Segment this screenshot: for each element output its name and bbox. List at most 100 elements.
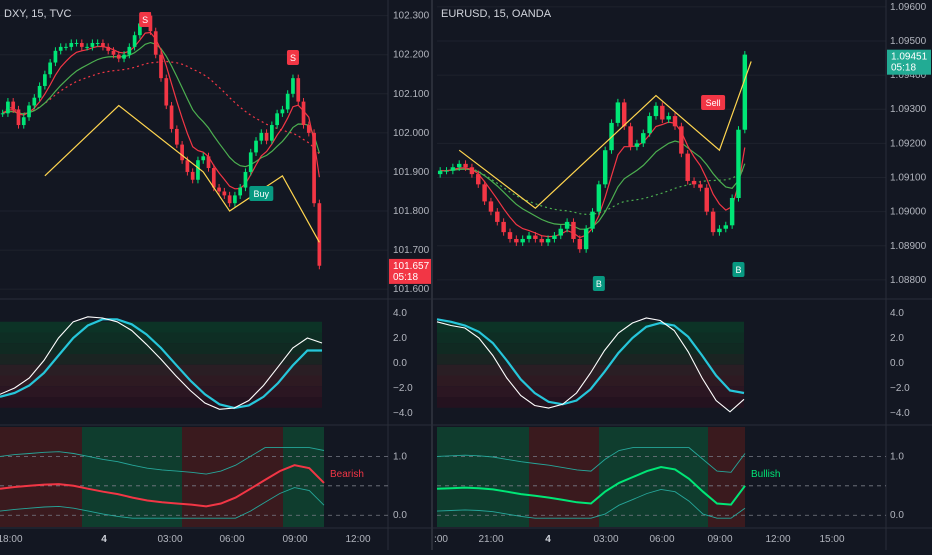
candle[interactable] [469, 163, 475, 178]
candle[interactable] [0, 109, 5, 117]
candle[interactable] [101, 39, 105, 51]
candle[interactable] [111, 47, 116, 59]
candle[interactable] [11, 98, 16, 113]
candle[interactable] [227, 191, 232, 207]
candle[interactable] [58, 43, 63, 55]
candle[interactable] [243, 168, 248, 192]
candle[interactable] [679, 122, 684, 158]
candle[interactable] [180, 141, 184, 164]
candle[interactable] [590, 208, 595, 233]
right-chart[interactable]: Sell B B 1.09600 1.09500 1.09400 1.09300 1.0920… [434, 0, 932, 550]
candle[interactable] [238, 184, 243, 199]
candle[interactable] [254, 137, 258, 156]
candle[interactable] [660, 102, 665, 124]
candle[interactable] [116, 51, 121, 63]
candle[interactable] [476, 170, 481, 188]
candle[interactable] [190, 168, 195, 184]
candle[interactable] [43, 70, 47, 90]
candle[interactable] [69, 39, 74, 51]
candle[interactable] [90, 39, 95, 51]
candle[interactable] [698, 180, 703, 192]
candle[interactable] [634, 139, 640, 151]
candle[interactable] [85, 43, 89, 51]
candle[interactable] [37, 82, 42, 102]
candle[interactable] [437, 167, 443, 178]
candle[interactable] [641, 129, 646, 147]
candle[interactable] [153, 27, 158, 59]
candle[interactable] [704, 184, 709, 216]
candle[interactable] [571, 218, 576, 243]
candle[interactable] [159, 51, 163, 82]
candle[interactable] [174, 125, 179, 149]
candle[interactable] [6, 98, 10, 117]
candle[interactable] [577, 235, 583, 253]
candle[interactable] [723, 221, 729, 233]
candle[interactable] [564, 218, 570, 233]
candle[interactable] [275, 109, 279, 129]
candle[interactable] [552, 231, 557, 243]
candle[interactable] [296, 74, 301, 106]
candle[interactable] [488, 197, 494, 216]
candle[interactable] [106, 43, 111, 55]
candle[interactable] [507, 228, 513, 243]
candle[interactable] [736, 126, 741, 202]
candle[interactable] [672, 112, 678, 130]
candle[interactable] [463, 160, 468, 171]
candle[interactable] [596, 180, 602, 216]
candle[interactable] [691, 177, 697, 188]
candle[interactable] [710, 208, 716, 236]
candle[interactable] [615, 98, 621, 127]
candle[interactable] [201, 152, 206, 164]
candle[interactable] [647, 112, 652, 137]
candle[interactable] [264, 129, 269, 145]
candle[interactable] [122, 51, 126, 63]
candle[interactable] [306, 121, 311, 137]
candle[interactable] [653, 102, 659, 120]
candle[interactable] [196, 156, 200, 184]
candle[interactable] [27, 101, 31, 121]
candle[interactable] [450, 163, 456, 175]
candle[interactable] [21, 113, 26, 129]
candle[interactable] [495, 208, 500, 226]
candle[interactable] [74, 39, 79, 47]
candle[interactable] [317, 199, 322, 270]
candle[interactable] [520, 235, 525, 246]
candle[interactable] [233, 191, 237, 207]
candle[interactable] [482, 180, 487, 205]
candle[interactable] [16, 105, 21, 129]
candle[interactable] [95, 39, 100, 47]
candle[interactable] [729, 194, 735, 229]
candle[interactable] [533, 231, 538, 243]
candle[interactable] [48, 58, 52, 78]
candle[interactable] [742, 51, 748, 134]
candle[interactable] [666, 112, 671, 124]
candle[interactable] [685, 150, 690, 185]
candle[interactable] [602, 146, 608, 188]
candle[interactable] [583, 225, 589, 253]
candle[interactable] [164, 74, 169, 110]
candle[interactable] [558, 225, 563, 240]
candle[interactable] [127, 43, 132, 59]
candle[interactable] [132, 31, 137, 51]
candle[interactable] [64, 43, 68, 51]
candle[interactable] [206, 152, 211, 172]
candle[interactable] [259, 129, 264, 145]
candle[interactable] [285, 90, 290, 113]
candle[interactable] [312, 129, 316, 207]
candle[interactable] [53, 47, 58, 67]
candle[interactable] [501, 218, 506, 236]
candle[interactable] [217, 184, 221, 196]
candle[interactable] [291, 74, 295, 98]
candle[interactable] [539, 235, 544, 246]
candle[interactable] [169, 101, 174, 133]
candle[interactable] [444, 167, 449, 175]
candle[interactable] [280, 105, 285, 117]
candle[interactable] [628, 122, 633, 151]
candle[interactable] [32, 94, 37, 110]
candle[interactable] [526, 231, 532, 243]
left-chart[interactable]: S S Buy 102.300 102.200 102.100 102.000 101.900… [0, 0, 448, 550]
candle[interactable] [545, 235, 551, 246]
candle[interactable] [222, 187, 227, 199]
candle[interactable] [456, 160, 462, 171]
